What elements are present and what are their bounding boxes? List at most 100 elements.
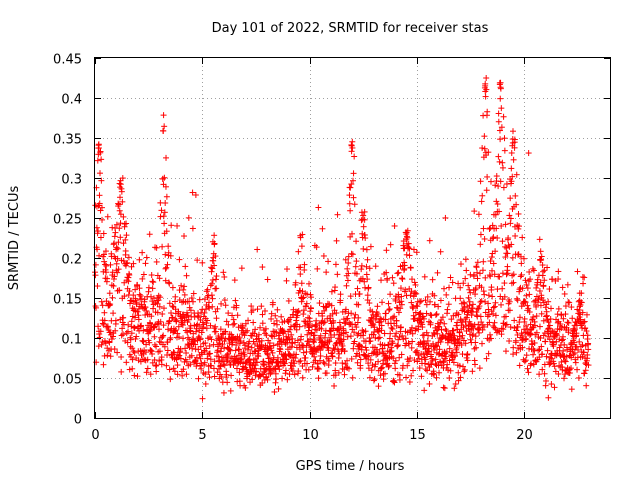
data-point [143,341,150,348]
data-point [101,317,108,324]
data-point [565,326,572,333]
data-point [367,356,374,363]
data-point [207,356,214,363]
data-point [506,298,513,305]
data-point [347,207,354,214]
data-point [450,359,457,366]
data-point [170,349,177,356]
data-point [125,328,132,335]
data-point [451,385,458,392]
data-point [577,301,584,308]
data-point [129,345,136,352]
data-point [344,265,351,272]
data-point [519,337,526,344]
data-point [485,306,492,313]
data-point [387,348,394,355]
data-point [139,249,146,256]
data-point [533,284,540,291]
data-point [454,319,461,326]
data-point [378,277,385,284]
data-point [258,303,265,310]
data-point [209,280,216,287]
data-point [264,351,271,358]
data-point [119,325,126,332]
data-point [435,351,442,358]
data-point [172,327,179,334]
data-point [221,345,228,352]
data-point [358,266,365,273]
data-point [377,365,384,372]
data-point [334,211,341,218]
x-tick-label: 5 [198,428,206,443]
data-point [116,287,123,294]
data-point [98,156,105,163]
data-point [197,336,204,343]
data-point [304,331,311,338]
data-point [292,279,299,286]
data-point [392,357,399,364]
data-point [154,309,161,316]
data-point [333,237,340,244]
data-point [429,276,436,283]
data-point [300,349,307,356]
data-point [540,282,547,289]
data-point [502,348,509,355]
data-point [305,366,312,373]
data-point [555,268,562,275]
data-point [238,356,245,363]
data-point [382,310,389,317]
data-point [524,365,531,372]
grid-lines [95,58,610,418]
data-point [487,273,494,280]
data-point [286,326,293,333]
data-point [288,354,295,361]
data-point [219,341,226,348]
data-point [537,335,544,342]
data-point [133,299,140,306]
data-point [213,285,220,292]
data-point [351,201,358,208]
data-point [362,235,369,242]
data-point [202,380,209,387]
data-point [126,288,133,295]
data-point [282,367,289,374]
data-point [408,344,415,351]
data-point [368,367,375,374]
data-point [379,299,386,306]
data-point [447,330,454,337]
data-point [344,315,351,322]
data-point [510,351,517,358]
data-point [416,365,423,372]
data-point [206,305,213,312]
data-point [575,374,582,381]
data-point [272,365,279,372]
data-point [484,108,491,115]
data-point [523,336,530,343]
data-point [558,337,565,344]
data-point [304,360,311,367]
data-point [161,209,168,216]
data-point [509,128,516,135]
data-point [369,320,376,327]
data-point [316,357,323,364]
data-point [127,336,134,343]
data-point [441,285,448,292]
data-point [273,321,280,328]
data-point [496,273,503,280]
data-point [576,338,583,345]
data-point [457,374,464,381]
data-point [419,324,426,331]
data-point [250,319,257,326]
data-point [104,352,111,359]
data-point [143,369,150,376]
data-point [143,307,150,314]
data-point [496,158,503,165]
data-point [217,335,224,342]
data-point [302,354,309,361]
data-point [351,329,358,336]
data-point [94,157,101,164]
data-point [102,248,109,255]
data-point [240,339,247,346]
data-point [103,269,110,276]
